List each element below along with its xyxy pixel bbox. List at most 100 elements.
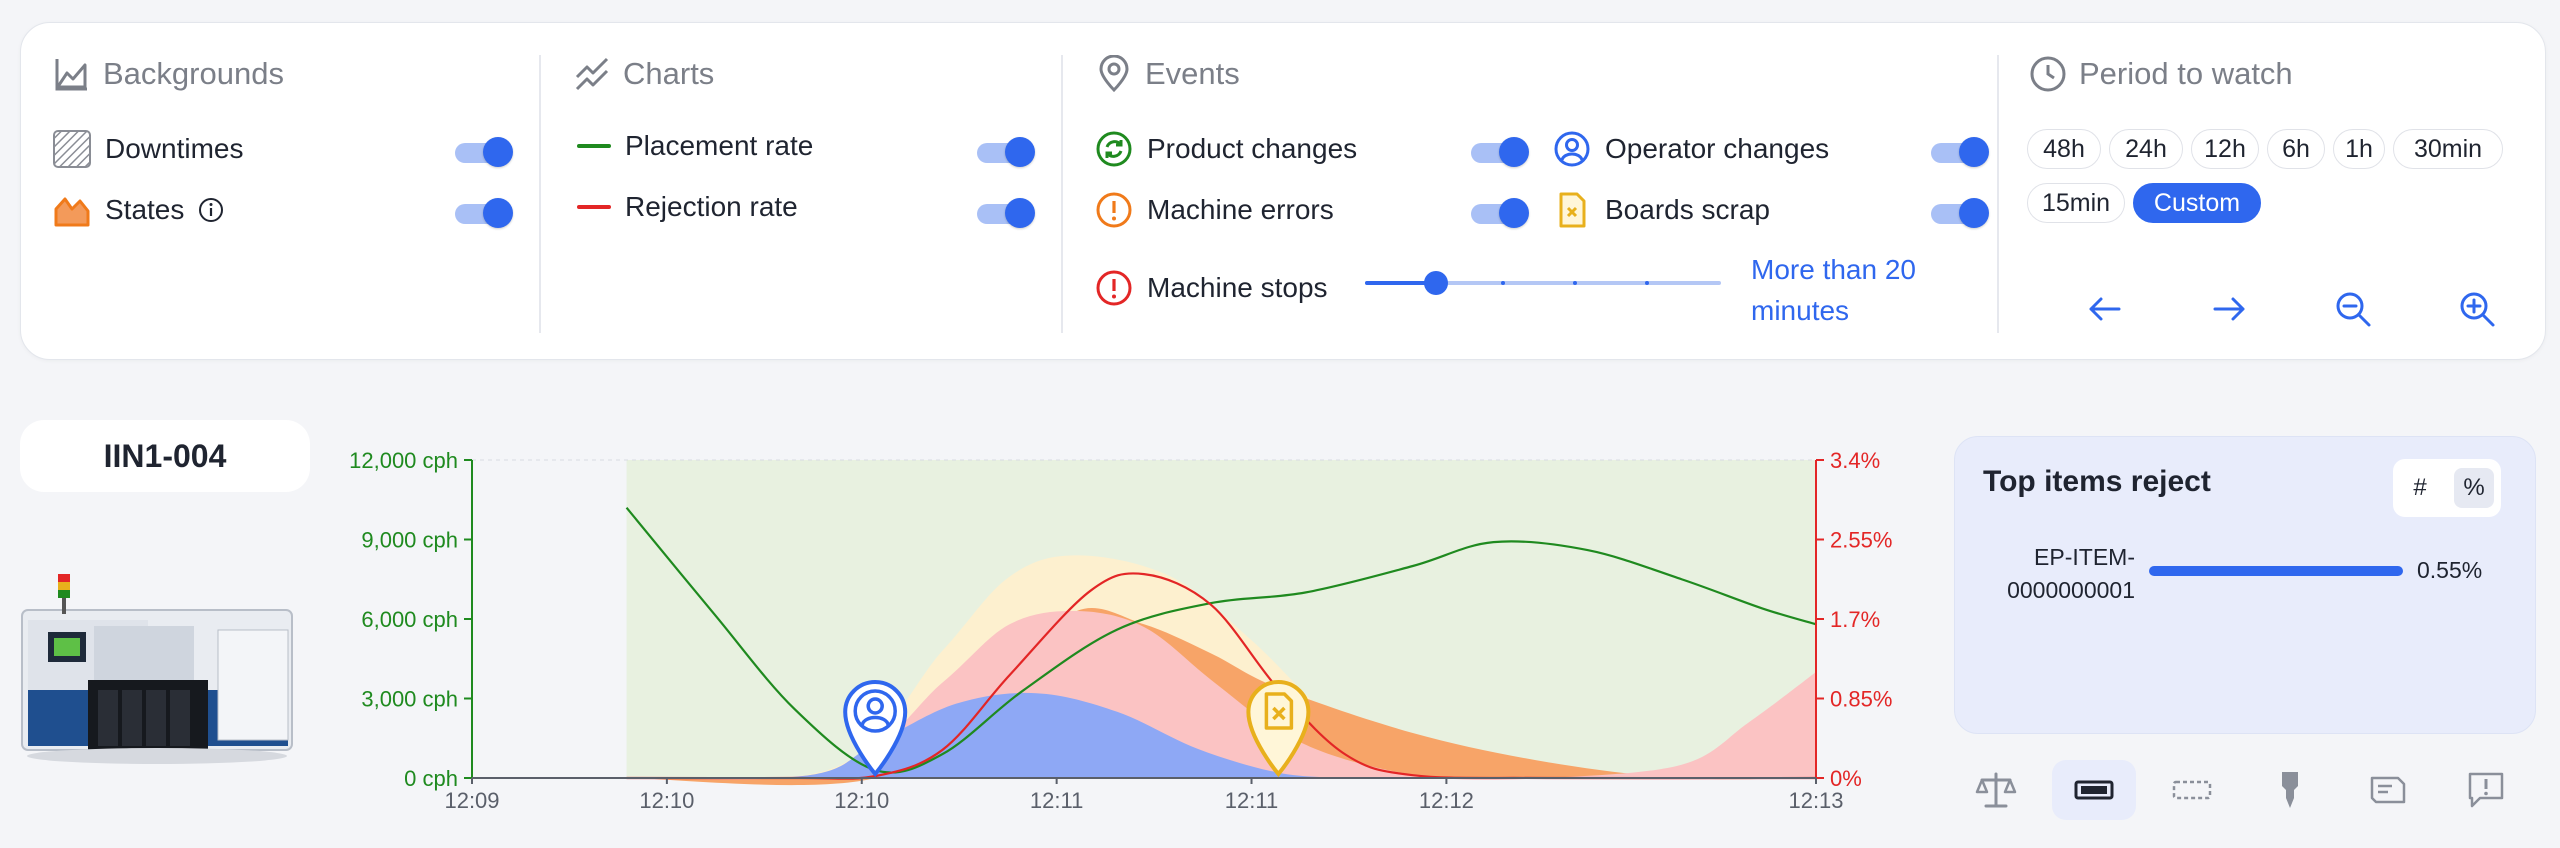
board-icon — [2370, 776, 2406, 804]
product-changes-toggle[interactable] — [1471, 137, 1529, 167]
left-tick-label: 3,000 cph — [361, 687, 458, 712]
exclamation-circle-icon — [1095, 269, 1133, 307]
arrow-right-icon[interactable] — [2209, 289, 2249, 329]
machine-image — [18, 570, 296, 770]
production-chart[interactable]: 12,000 cph 9,000 cph 6,000 cph 3,000 cph 0 c… — [320, 430, 1920, 843]
area-blue — [626, 692, 1346, 779]
states-chart-icon — [53, 191, 91, 229]
events-section-title: Events — [1095, 55, 1240, 93]
machine-errors-row: Machine errors — [1095, 191, 1334, 229]
nozzle-icon — [2282, 772, 2298, 808]
machine-stops-label: Machine stops — [1147, 272, 1328, 303]
x-tick-label: 12:13 — [1788, 788, 1843, 813]
x-tick-label: 12:12 — [1419, 788, 1474, 813]
downtimes-row: Downtimes — [53, 130, 243, 168]
user-circle-icon — [1553, 130, 1591, 168]
separator — [539, 55, 541, 333]
machine-stops-row: Machine stops — [1095, 269, 1328, 307]
tab-messages[interactable] — [2444, 760, 2528, 820]
filter-panel: Backgrounds Downtimes States Charts Plac… — [20, 22, 2546, 360]
refresh-circle-icon — [1095, 130, 1133, 168]
separator — [1061, 55, 1063, 333]
placement-rate-row: Placement rate — [577, 130, 813, 162]
x-tick-label: 12:10 — [834, 788, 889, 813]
period-6h-button[interactable]: 6h — [2267, 129, 2325, 169]
tab-feeder[interactable] — [2052, 760, 2136, 820]
period-1h-button[interactable]: 1h — [2333, 129, 2385, 169]
balance-icon — [1975, 772, 2017, 808]
period-30min-button[interactable]: 30min — [2393, 129, 2503, 169]
placement-rate-label: Placement rate — [625, 130, 814, 161]
period-12h-button[interactable]: 12h — [2191, 129, 2259, 169]
product-changes-label: Product changes — [1147, 133, 1358, 164]
tab-board[interactable] — [2346, 760, 2430, 820]
tab-nozzle[interactable] — [2248, 760, 2332, 820]
states-row: States — [53, 191, 224, 229]
exclamation-circle-icon — [1095, 191, 1133, 229]
reject-panel-title: Top items reject — [1983, 465, 2211, 498]
machine-errors-toggle[interactable] — [1471, 198, 1529, 228]
machine-name: IIN1-004 — [103, 437, 227, 474]
right-tick-label: 0.85% — [1830, 687, 1892, 712]
states-label: States — [105, 194, 185, 225]
machine-stops-threshold: More than 20 minutes — [1751, 254, 1916, 326]
x-tick-label: 12:11 — [1030, 788, 1083, 813]
period-custom-button[interactable]: Custom — [2133, 183, 2261, 223]
downtimes-label: Downtimes — [105, 133, 244, 164]
left-tick-label: 9,000 cph — [361, 528, 458, 553]
charts-section-title: Charts — [573, 55, 714, 93]
states-toggle[interactable] — [455, 198, 513, 228]
period-section-title: Period to watch — [2029, 55, 2293, 93]
series-placement-rate — [625, 507, 1817, 774]
operator-changes-label: Operator changes — [1605, 133, 1830, 164]
backgrounds-section-title: Backgrounds — [53, 55, 284, 93]
x-tick-label: 12:11 — [1225, 788, 1278, 813]
zoom-out-icon[interactable] — [2333, 289, 2373, 329]
count-toggle-button[interactable]: # — [2413, 474, 2427, 501]
area-chart-icon — [55, 59, 87, 91]
left-tick-label: 0 cph — [404, 766, 458, 791]
period-24h-button[interactable]: 24h — [2109, 129, 2183, 169]
operator-changes-row: Operator changes — [1553, 130, 1829, 168]
tab-balance[interactable] — [1954, 760, 2038, 820]
period-48h-button[interactable]: 48h — [2027, 129, 2101, 169]
machine-stops-slider[interactable] — [1365, 271, 1721, 295]
left-tick-label: 12,000 cph — [349, 448, 458, 473]
machine-name-card[interactable]: IIN1-004 — [20, 420, 310, 492]
left-tick-label: 6,000 cph — [361, 607, 458, 632]
percent-toggle-button[interactable]: % — [2454, 468, 2494, 508]
reject-item-name-line1: EP-ITEM- — [2034, 544, 2135, 570]
boards-scrap-label: Boards scrap — [1605, 194, 1770, 225]
period-15min-button[interactable]: 15min — [2027, 183, 2125, 223]
tray-icon — [2172, 780, 2212, 800]
rejection-rate-row: Rejection rate — [577, 191, 798, 223]
right-tick-label: 0% — [1830, 766, 1862, 791]
zoom-in-icon[interactable] — [2457, 289, 2497, 329]
operator-change-marker[interactable] — [843, 680, 908, 778]
arrow-left-icon[interactable] — [2085, 289, 2125, 329]
placement-rate-toggle[interactable] — [977, 137, 1035, 167]
right-tick-label: 2.55% — [1830, 528, 1892, 553]
scrap-file-icon — [1553, 191, 1591, 229]
boards-scrap-marker[interactable] — [1246, 680, 1311, 778]
right-tick-label: 1.7% — [1830, 607, 1880, 632]
line-chart-icon — [575, 57, 609, 91]
count-percent-toggle: # % — [2393, 459, 2501, 517]
hatched-pattern-icon — [53, 130, 91, 168]
machine-errors-label: Machine errors — [1147, 194, 1334, 225]
x-tick-label: 12:09 — [444, 788, 499, 813]
clock-icon — [2030, 56, 2066, 92]
red-line-icon — [577, 205, 611, 209]
separator — [1997, 55, 1999, 333]
tab-tray[interactable] — [2150, 760, 2234, 820]
boards-scrap-toggle[interactable] — [1931, 198, 1989, 228]
reject-item-name[interactable]: EP-ITEM- 0000000001 — [1995, 541, 2135, 607]
boards-scrap-row: Boards scrap — [1553, 191, 1770, 229]
slider-handle[interactable] — [1424, 271, 1448, 295]
reject-item-value: 0.55% — [2417, 557, 2483, 583]
operator-changes-toggle[interactable] — [1931, 137, 1989, 167]
product-changes-row: Product changes — [1095, 130, 1357, 168]
downtimes-toggle[interactable] — [455, 137, 513, 167]
info-icon[interactable] — [198, 197, 224, 223]
rejection-rate-toggle[interactable] — [977, 198, 1035, 228]
